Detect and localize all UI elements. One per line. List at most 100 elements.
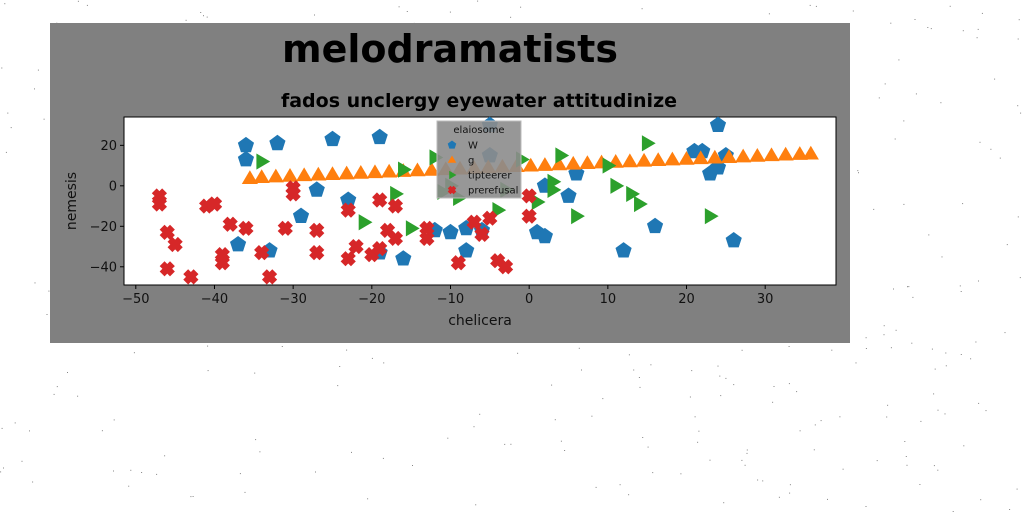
point-W	[725, 231, 742, 248]
point-W	[229, 236, 247, 252]
point-g	[621, 153, 638, 168]
legend: elaiosome Wg tipteerer prerefusal	[436, 120, 522, 199]
speckle	[960, 354, 962, 355]
speckle	[894, 138, 896, 140]
speckle	[560, 440, 562, 442]
speckle	[788, 383, 790, 385]
point-g	[310, 166, 327, 181]
point-g	[579, 155, 596, 170]
speckle	[827, 498, 828, 500]
speckle	[564, 450, 566, 451]
speckle	[554, 419, 556, 421]
speckle	[789, 484, 791, 486]
point-prerefusal	[521, 188, 537, 204]
point-prerefusal	[387, 230, 404, 247]
speckle	[933, 393, 935, 395]
speckle	[976, 37, 978, 39]
speckle	[857, 170, 859, 172]
point-g	[664, 151, 681, 166]
point-tipteerer	[634, 195, 648, 213]
speckle	[934, 368, 936, 370]
point-prerefusal	[159, 261, 175, 277]
speckle	[4, 3, 6, 5]
x-tick-label: −10	[437, 292, 464, 307]
speckle	[141, 472, 143, 473]
speckle	[908, 286, 910, 288]
point-prerefusal	[340, 251, 356, 267]
speckle	[959, 285, 961, 287]
speckle	[680, 473, 682, 475]
point-g	[706, 149, 723, 164]
point-tipteerer	[256, 153, 271, 170]
point-g	[550, 156, 568, 171]
point-prerefusal	[466, 214, 482, 230]
point-g	[791, 146, 808, 160]
speckle	[77, 395, 79, 397]
y-tick-label: −40	[90, 260, 117, 275]
speckle	[0, 471, 2, 473]
speckle	[1, 427, 3, 429]
point-prerefusal	[348, 238, 364, 255]
speckle	[796, 391, 798, 393]
legend-marker-prerefusal	[447, 185, 457, 195]
speckle	[207, 370, 209, 372]
speckle	[865, 348, 867, 349]
point-g	[241, 170, 258, 184]
speckle	[741, 459, 743, 461]
speckle	[67, 372, 68, 373]
speckle	[133, 352, 135, 354]
point-prerefusal	[206, 196, 223, 212]
speckle	[185, 19, 187, 21]
speckle	[979, 141, 981, 143]
speckle	[156, 473, 158, 475]
speckle	[37, 69, 39, 71]
speckle	[1017, 216, 1019, 218]
point-prerefusal	[238, 220, 254, 236]
x-tick-label: 0	[525, 292, 533, 307]
point-W	[395, 250, 412, 266]
speckle	[281, 346, 283, 347]
speckle	[815, 5, 817, 7]
speckle	[990, 148, 992, 150]
speckle	[985, 410, 987, 412]
speckle	[239, 473, 241, 475]
speckle	[778, 496, 780, 498]
point-g	[296, 167, 313, 182]
legend-box	[436, 120, 522, 199]
legend-marker-g	[447, 155, 457, 163]
point-W	[292, 207, 310, 224]
speckle	[1020, 112, 1022, 114]
speckle	[933, 465, 935, 467]
point-prerefusal	[372, 192, 388, 208]
point-g	[650, 152, 667, 166]
point-tipteerer	[405, 220, 420, 237]
point-W	[458, 242, 475, 258]
point-tipteerer	[602, 157, 617, 174]
speckle	[1018, 19, 1020, 21]
speckle	[907, 286, 908, 288]
speckle	[887, 404, 889, 406]
speckle	[449, 11, 451, 13]
x-axis-label: chelicera	[448, 313, 512, 329]
point-prerefusal	[222, 216, 238, 232]
speckle	[254, 372, 256, 374]
speckle	[128, 485, 130, 487]
speckle	[650, 364, 652, 366]
speckle	[975, 341, 977, 343]
speckle	[883, 325, 885, 327]
point-tipteerer	[429, 149, 444, 166]
speckle	[412, 465, 413, 466]
speckle	[895, 329, 897, 331]
point-W	[269, 134, 286, 151]
speckle	[77, 0, 79, 2]
speckle	[619, 484, 621, 486]
point-g	[423, 161, 440, 176]
speckle	[903, 203, 905, 205]
point-g	[777, 146, 794, 161]
legend-marker-tipteerer	[449, 170, 457, 180]
speckle	[1006, 244, 1008, 246]
speckle	[633, 369, 635, 371]
speckle	[628, 354, 630, 356]
point-tipteerer	[390, 185, 404, 202]
